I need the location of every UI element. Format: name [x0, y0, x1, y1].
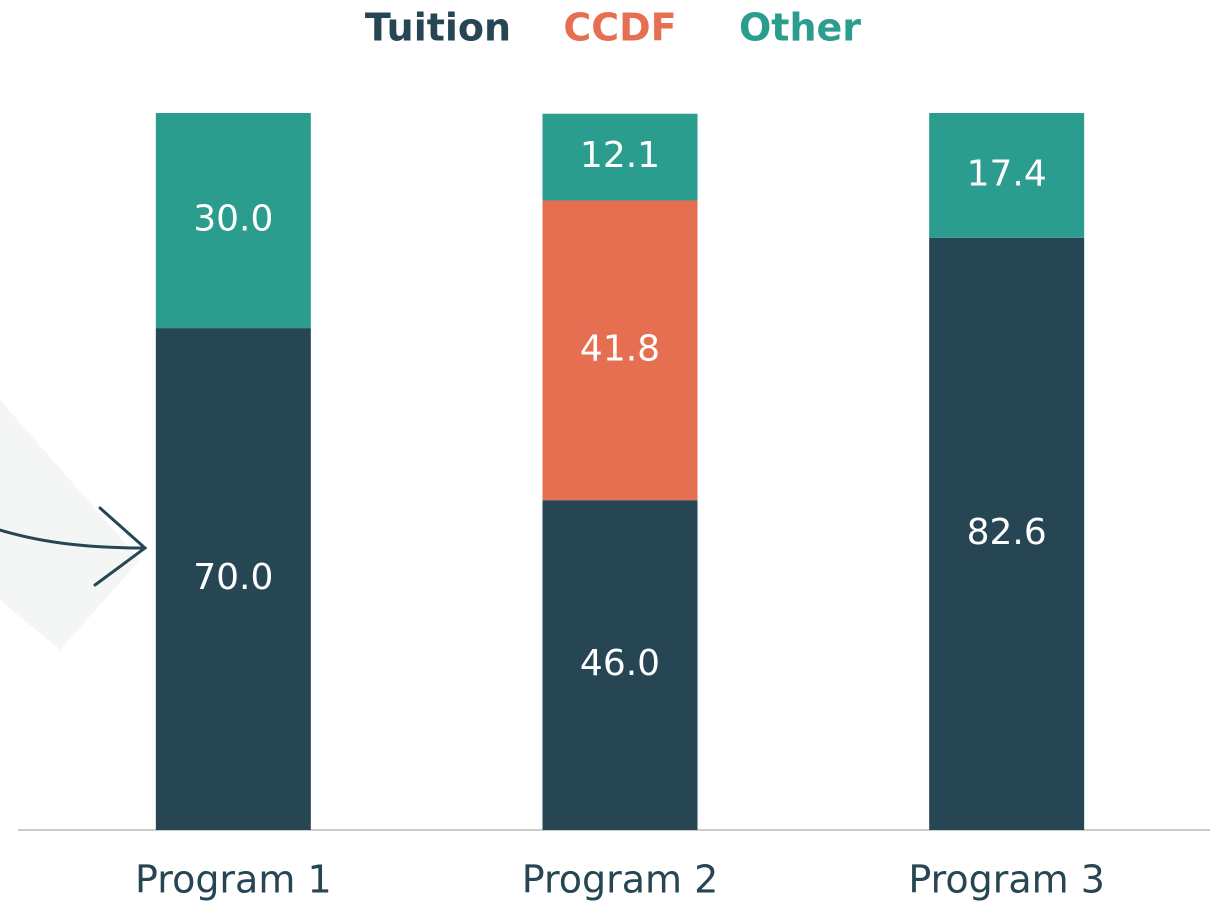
bar-segment	[542, 200, 698, 501]
x-tick-label: Program 1	[135, 858, 332, 902]
data-label: 41.8	[580, 328, 660, 369]
bar-segment	[155, 113, 311, 329]
bar-segment	[542, 113, 698, 201]
data-label: 30.0	[193, 199, 273, 240]
data-label: 82.6	[967, 512, 1047, 553]
bar-segment	[542, 500, 698, 830]
bar-segment	[929, 237, 1085, 830]
x-tick-label: Program 2	[522, 858, 719, 902]
legend-entry: CCDF	[563, 6, 676, 50]
x-tick-label: Program 3	[908, 858, 1105, 902]
data-label: 46.0	[580, 643, 660, 684]
data-label: 17.4	[967, 153, 1047, 194]
arrow	[0, 506, 148, 587]
bar-segment	[929, 113, 1085, 238]
bar-segment	[155, 328, 311, 830]
data-label: 12.1	[580, 135, 660, 176]
data-label: 70.0	[193, 557, 273, 598]
decoration	[0, 400, 140, 650]
legend-entry: Tuition	[365, 6, 511, 50]
legend-entry: Other	[739, 6, 861, 50]
